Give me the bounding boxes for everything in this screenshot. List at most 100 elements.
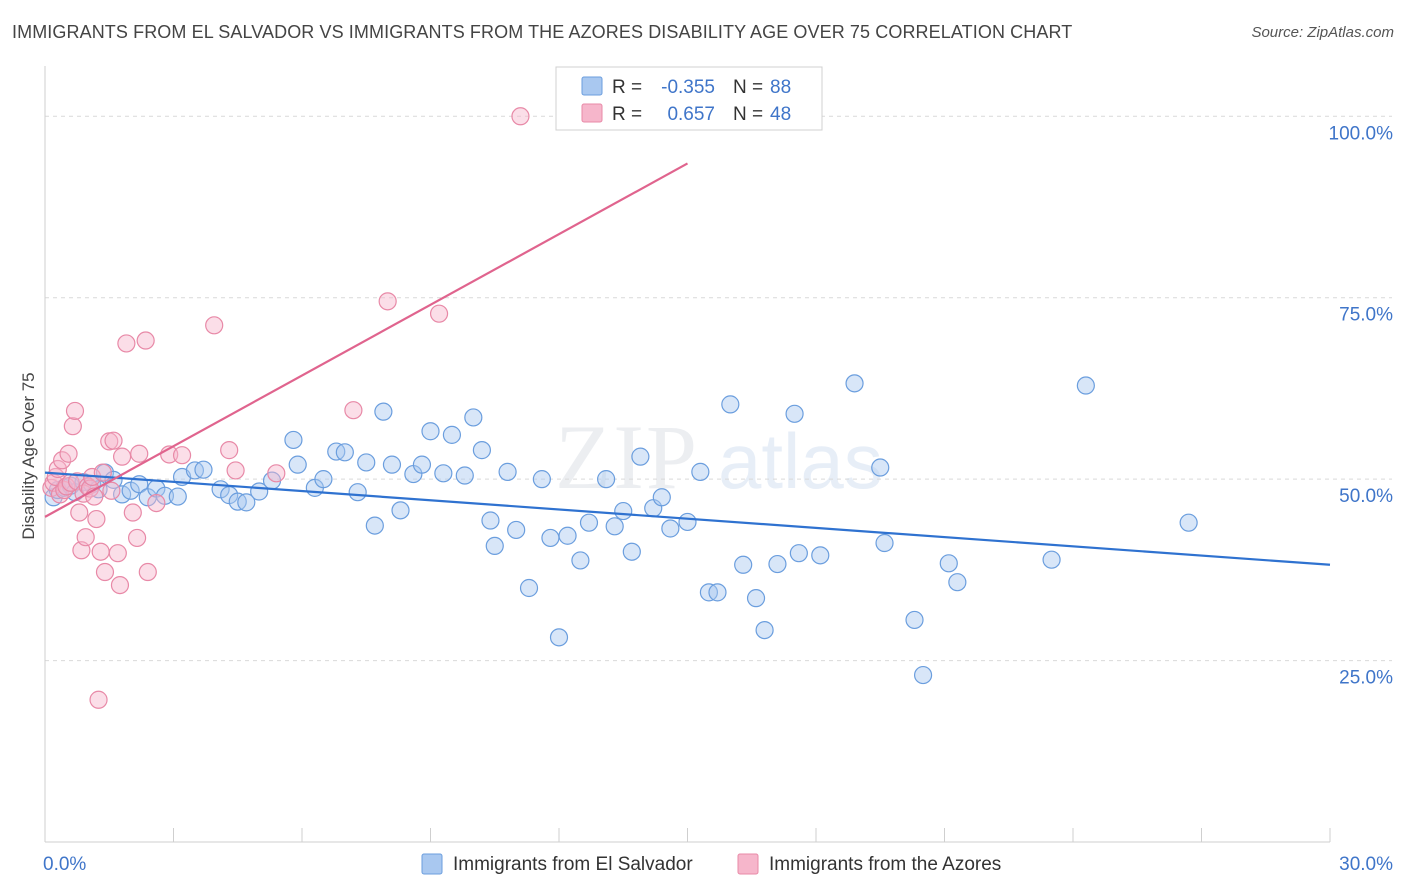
data-point [53,451,72,470]
legend-label-el-salvador: Immigrants from El Salvador [453,854,693,875]
y-tick-label: 25.0% [1339,668,1393,689]
data-point [549,628,569,647]
data-point [507,520,526,540]
data-point [785,404,804,423]
watermark-atlas: atlas [718,417,883,505]
data-point [104,431,123,450]
series-el-salvador [44,374,1198,685]
data-point [87,509,106,529]
y-tick-label: 50.0% [1339,486,1393,507]
trend-line-azores [44,162,689,518]
legend-swatch-pink [581,103,603,123]
gridlines [45,115,1392,662]
data-point [691,462,710,481]
data-point [434,464,453,483]
data-point [1076,376,1095,395]
data-point [344,401,363,420]
data-point [95,562,115,582]
x-tick-label: 0.0% [43,854,86,875]
data-point [314,470,333,489]
data-point [571,551,590,570]
trend-line-el-salvador [44,471,1331,566]
data-point [481,511,500,530]
legend-r-value-2: 0.657 [667,104,715,125]
legend-n-value-2: 48 [770,104,791,125]
data-point [1042,550,1061,569]
y-axis-label: Disability Age Over 75 [19,372,38,539]
data-point [652,488,671,507]
data-point [597,470,616,489]
legend-r-label-1: R = [612,77,642,98]
data-point [123,503,142,522]
data-point [605,517,624,536]
trend-lines [44,162,1331,566]
chart-title: IMMIGRANTS FROM EL SALVADOR VS IMMIGRANT… [12,22,1073,42]
data-point [875,533,894,553]
data-point [357,453,376,472]
data-point [905,610,924,630]
data-point [746,589,766,608]
data-point [811,546,830,565]
legend-swatch-el-salvador [421,853,443,875]
data-point [511,107,530,126]
y-tick-labels: 25.0% 50.0% 75.0% 100.0% [1329,123,1394,688]
data-point [631,447,650,466]
legend-n-value-1: 88 [770,77,791,98]
data-point [871,458,890,477]
data-point [661,519,680,538]
y-tick-label: 75.0% [1339,305,1393,326]
data-point [284,430,303,450]
data-point [412,455,432,474]
data-point [622,542,641,561]
data-point [172,446,192,465]
data-point [138,562,157,582]
data-point [220,441,239,460]
data-point [108,544,127,563]
data-point [267,464,286,483]
legend-n-label-1: N = [733,77,763,98]
data-point [485,536,504,556]
data-point [110,575,130,595]
data-point [721,395,740,414]
data-point [205,316,224,335]
legend-label-azores: Immigrants from the Azores [769,854,1001,875]
data-point [59,444,78,463]
data-point [226,461,245,480]
watermark: ZIP atlas [555,406,883,508]
data-point [378,292,397,311]
data-point [845,374,864,393]
data-point [76,528,95,547]
data-point [112,447,132,466]
data-point [102,481,121,500]
data-point [168,487,187,506]
data-point [455,466,474,485]
source-credit: Source: ZipAtlas.com [1251,24,1394,41]
data-point [136,331,155,350]
data-point [391,501,410,520]
legend-swatch-azores [737,853,759,875]
data-point [948,573,967,592]
data-point [519,578,539,598]
data-point [708,583,727,602]
legend-swatch-blue [581,76,603,96]
data-point [498,462,517,481]
data-point [789,544,808,563]
data-point [755,620,774,640]
data-point [130,444,149,463]
data-point [913,665,933,685]
series-azores [42,107,530,709]
y-tick-label: 100.0% [1329,123,1394,144]
x-tick-label: 30.0% [1339,854,1393,875]
data-point [89,690,108,709]
data-point [365,516,384,535]
data-point [472,441,491,460]
data-point [63,417,82,436]
data-point [147,493,166,513]
data-point [117,334,136,353]
x-tick-labels: 0.0% 30.0% [43,854,1393,875]
data-point [939,554,958,573]
data-point [1179,513,1198,532]
legend-r-value-1: -0.355 [661,77,715,98]
data-point [70,503,89,522]
data-point [91,542,110,561]
